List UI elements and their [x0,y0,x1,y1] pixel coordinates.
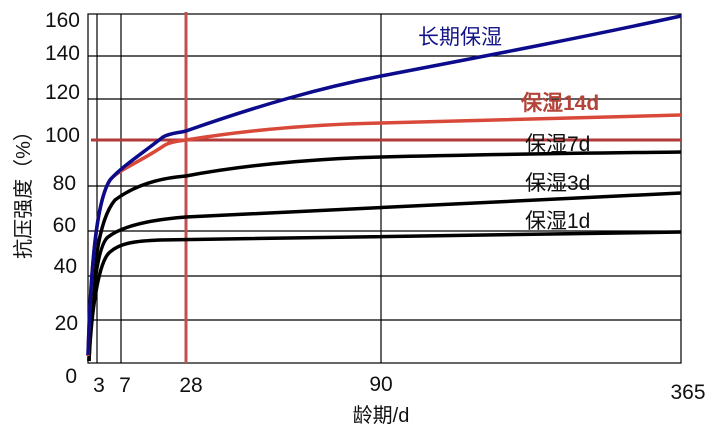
grid [87,13,682,364]
y-tick: 60 [53,214,76,237]
x-tick: 3 [93,374,105,397]
y-tick: 160 [45,9,80,32]
y-tick: 100 [45,124,80,147]
y-axis-title: 抗压强度（%） [12,121,35,259]
y-tick: 20 [55,312,78,335]
label-1d: 保湿1d [525,210,590,233]
label-long-term: 长期保湿 [418,26,502,49]
x-tick: 28 [179,374,202,397]
x-tick: 7 [119,374,131,397]
x-axis-title: 龄期/d [353,404,410,427]
series-1d-line [87,230,682,362]
series-3d-line [87,191,682,362]
series-7d-line [87,150,682,362]
series-long-line [86,14,682,356]
y-tick: 140 [45,42,80,65]
y-tick: 120 [45,81,80,104]
x-tick: 90 [369,373,392,396]
label-7d: 保湿7d [525,133,590,156]
y-tick: 80 [53,172,76,195]
y-axis-ticks: 160 140 120 100 80 60 40 20 0 [45,9,80,388]
y-tick: 0 [65,365,77,388]
label-3d: 保湿3d [525,172,590,195]
label-14d: 保湿14d [520,92,599,115]
y-tick: 40 [54,255,77,278]
x-axis-ticks: 3 7 28 90 365 [93,373,705,404]
x-tick: 365 [670,381,705,404]
